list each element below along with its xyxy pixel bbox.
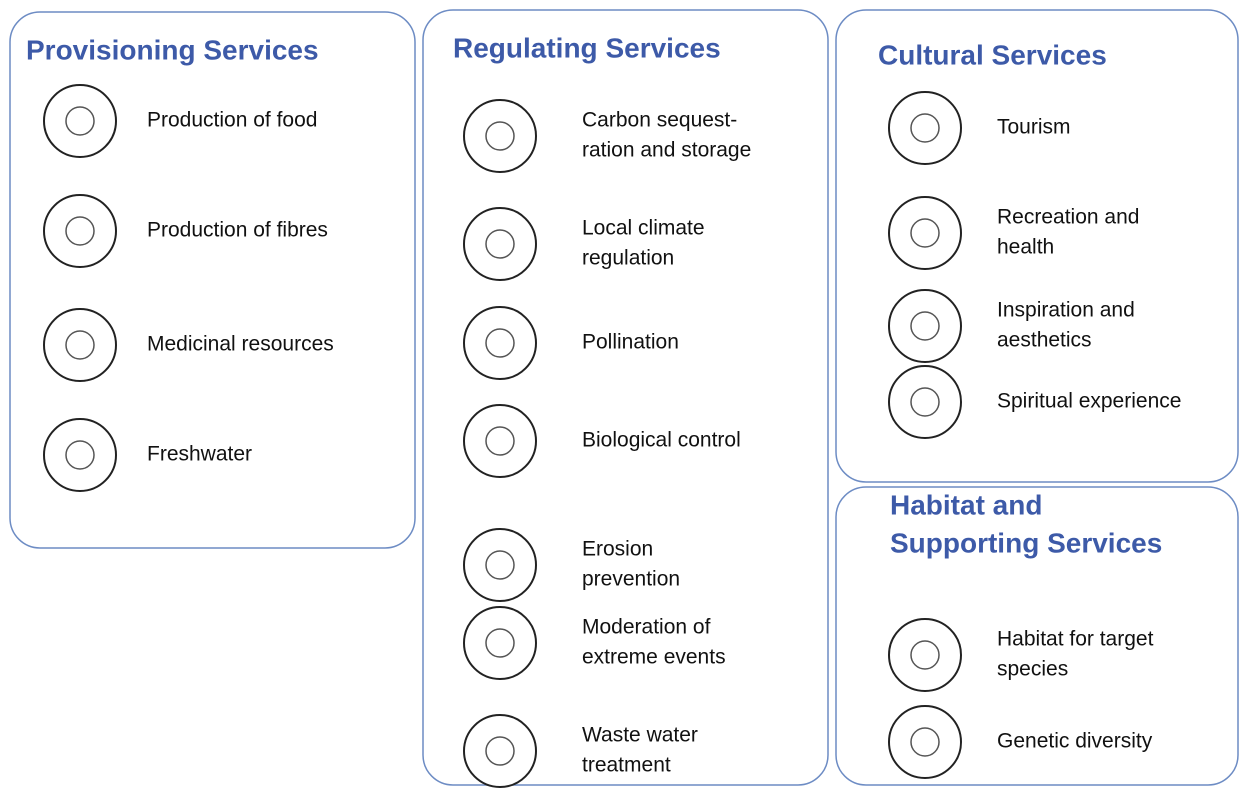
service-label: Medicinal resources: [147, 333, 334, 356]
panel-border: [835, 9, 1239, 483]
service-label: Genetic diversity: [997, 730, 1153, 753]
service-icon-detail: [910, 311, 940, 341]
service-label: Production of fibres: [147, 219, 328, 242]
panel: Cultural Services Tourism Recreation and he…: [835, 9, 1239, 483]
service-icon-detail: [910, 640, 940, 670]
service-label: Moderation of: [582, 616, 711, 639]
service-icon: [463, 404, 537, 478]
service-icon: [888, 289, 962, 363]
panel-border: [9, 11, 416, 549]
service-icon: [43, 418, 117, 492]
service-icon-detail: [65, 330, 95, 360]
service-label: prevention: [582, 568, 680, 591]
service-icon: [43, 194, 117, 268]
panel-title: Supporting Services: [890, 527, 1162, 558]
service-icon: [888, 618, 962, 692]
panel-title: Provisioning Services: [26, 34, 319, 65]
service-icon-detail: [910, 387, 940, 417]
service-icon-detail: [485, 121, 515, 151]
service-label: aesthetics: [997, 329, 1092, 352]
service-label: regulation: [582, 247, 674, 270]
service-label: Biological control: [582, 429, 741, 452]
service-label: Habitat for target: [997, 628, 1154, 651]
service-icon-detail: [485, 229, 515, 259]
service-icon: [43, 308, 117, 382]
service-icon-detail: [485, 736, 515, 766]
service-icon: [463, 714, 537, 788]
service-label: Local climate: [582, 217, 705, 240]
service-icon-detail: [910, 218, 940, 248]
service-icon: [463, 606, 537, 680]
service-label: species: [997, 658, 1068, 681]
service-label: Recreation and: [997, 206, 1139, 229]
service-icon: [463, 306, 537, 380]
service-icon-detail: [485, 628, 515, 658]
service-icon-detail: [910, 113, 940, 143]
service-icon: [43, 84, 117, 158]
service-label: Freshwater: [147, 443, 252, 466]
panel-border: [422, 9, 829, 786]
panel: Habitat and Supporting Services Habitat fo…: [835, 486, 1239, 786]
service-icon: [888, 196, 962, 270]
panel: Provisioning Services Production of food P…: [9, 11, 416, 549]
service-label: Tourism: [997, 116, 1071, 139]
service-label: Carbon sequest-: [582, 109, 737, 132]
service-icon-detail: [65, 440, 95, 470]
service-label: extreme events: [582, 646, 726, 669]
service-label: health: [997, 236, 1054, 259]
service-icon-detail: [65, 106, 95, 136]
service-icon: [463, 99, 537, 173]
service-label: ration and storage: [582, 139, 751, 162]
service-icon: [888, 705, 962, 779]
service-icon: [888, 365, 962, 439]
service-label: Production of food: [147, 109, 317, 132]
service-label: Inspiration and: [997, 299, 1135, 322]
service-label: treatment: [582, 754, 671, 777]
service-label: Spiritual experience: [997, 390, 1181, 413]
panel-title: Regulating Services: [453, 32, 721, 63]
panel-title: Habitat and: [890, 489, 1042, 520]
service-label: Pollination: [582, 331, 679, 354]
service-icon: [463, 207, 537, 281]
service-icon-detail: [910, 727, 940, 757]
panel: Regulating Services Carbon sequest-ration…: [422, 9, 829, 788]
service-icon-detail: [65, 216, 95, 246]
service-icon: [888, 91, 962, 165]
service-label: Waste water: [582, 724, 698, 747]
service-icon-detail: [485, 328, 515, 358]
panel-border: [835, 486, 1239, 786]
service-label: Erosion: [582, 538, 653, 561]
service-icon-detail: [485, 550, 515, 580]
service-icon: [463, 528, 537, 602]
panel-title: Cultural Services: [878, 39, 1107, 70]
service-icon-detail: [485, 426, 515, 456]
